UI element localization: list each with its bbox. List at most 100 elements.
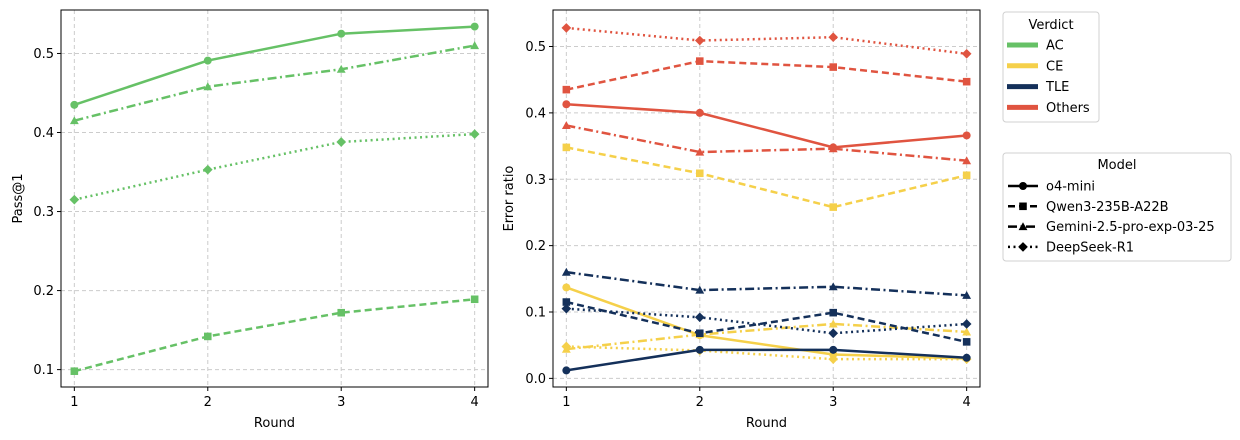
legend-marker-deepseek-r1 <box>1018 242 1028 252</box>
right-data-point <box>562 85 571 94</box>
right-y-tick-label: 0.5 <box>525 40 546 55</box>
right-data-point <box>694 35 705 46</box>
left-series-ac-qwen3-235b-a22b <box>70 295 479 375</box>
left-data-point <box>337 29 346 38</box>
left-series-group <box>69 22 480 375</box>
right-data-point <box>694 312 705 323</box>
right-data-point <box>561 341 572 352</box>
left-series-line <box>74 44 475 122</box>
model-legend: Model o4-mini Qwen3-235B-A22B Gemini-2.5-p… <box>1002 152 1232 262</box>
left-y-tick-label: 0.3 <box>33 205 54 220</box>
right-y-tick-label: 0.2 <box>525 239 546 254</box>
right-series-line <box>566 348 967 372</box>
right-data-point <box>695 345 704 354</box>
left-data-point <box>203 56 212 65</box>
right-series-line <box>566 26 967 56</box>
left-series-ac-o4-mini <box>70 22 479 109</box>
right-data-point <box>829 63 837 71</box>
right-data-point <box>962 290 972 299</box>
right-series-tle-gemini-2-5-pro-exp-03-25 <box>561 267 972 299</box>
left-data-point <box>204 332 212 341</box>
left-x-tick-label: 1 <box>70 395 78 410</box>
left-series-line <box>74 298 475 373</box>
right-data-point <box>695 108 704 117</box>
right-series-line <box>565 286 967 360</box>
verdict-legend: Verdict AC CE TLE Others <box>1002 11 1100 123</box>
verdict-legend-entries: AC CE TLE Others <box>1007 39 1090 116</box>
right-series-others-gemini-2-5-pro-exp-03-25 <box>561 121 972 165</box>
right-y-axis-label: Error ratio <box>502 166 517 232</box>
right-y-tick-label: 0.1 <box>525 305 546 320</box>
model-legend-entries: o4-mini Qwen3-235B-A22B Gemini-2.5-pro-exp… <box>1008 180 1215 255</box>
right-data-point <box>828 32 839 43</box>
left-y-tick-label: 0.2 <box>33 284 54 299</box>
right-data-point <box>562 366 571 375</box>
left-series-ac-gemini-2-5-pro-exp-03-25 <box>69 41 480 125</box>
legend-label-tle: TLE <box>1045 80 1069 95</box>
right-data-point <box>828 328 839 339</box>
left-y-tick-label: 0.1 <box>33 363 54 378</box>
left-y-axis-label: Pass@1 <box>11 173 26 223</box>
right-data-point <box>829 308 837 317</box>
right-grid <box>553 10 980 387</box>
right-series-line <box>566 124 967 162</box>
left-data-point <box>70 367 79 375</box>
right-data-point <box>696 57 704 65</box>
left-data-point <box>70 100 79 109</box>
pass-at-1-chart: 1 2 3 4 0.1 0.2 0.3 0.4 0.5 Round Pass@1 <box>11 9 489 431</box>
right-x-tick-label: 3 <box>829 395 837 410</box>
right-x-tick-label: 1 <box>562 395 570 410</box>
legend-label-o4-mini: o4-mini <box>1046 180 1095 195</box>
right-series-line <box>566 307 967 335</box>
right-series-line <box>566 345 967 361</box>
verdict-legend-box <box>1002 11 1100 123</box>
right-data-point <box>562 298 571 306</box>
right-x-tick-label: 4 <box>963 395 971 410</box>
right-data-point <box>696 169 704 178</box>
legend-label-ce: CE <box>1046 59 1063 74</box>
model-legend-box <box>1002 152 1232 262</box>
right-series-tle-o4-mini <box>562 345 971 375</box>
left-data-point <box>469 129 480 139</box>
right-series-line <box>566 270 967 297</box>
right-series-group <box>561 23 972 375</box>
left-data-point <box>470 41 480 50</box>
right-data-point <box>962 156 972 165</box>
right-data-point <box>561 23 572 33</box>
left-data-point <box>470 22 479 31</box>
model-legend-title: Model <box>1097 158 1136 173</box>
right-data-point <box>561 121 571 130</box>
right-ticks: 1 2 3 4 0.0 0.1 0.2 0.3 0.4 0.5 <box>525 40 970 410</box>
right-data-point <box>695 147 705 156</box>
left-x-tick-label: 3 <box>337 395 345 410</box>
left-x-tick-label: 4 <box>471 395 479 410</box>
left-y-tick-label: 0.5 <box>33 47 54 62</box>
right-data-point <box>829 345 838 354</box>
left-data-point <box>336 64 346 73</box>
left-data-point <box>336 137 347 147</box>
right-data-point <box>962 338 971 346</box>
right-data-point <box>828 354 839 364</box>
right-data-point <box>561 267 571 276</box>
legend-label-ac: AC <box>1046 39 1064 54</box>
error-ratio-chart: 1 2 3 4 0.0 0.1 0.2 0.3 0.4 0.5 Round Error ratio <box>502 9 981 431</box>
right-data-point <box>962 171 971 180</box>
right-data-point <box>961 319 972 329</box>
right-data-point <box>828 282 838 291</box>
right-data-point <box>962 77 971 86</box>
right-series-line <box>566 322 967 351</box>
left-series-ac-deepseek-r1 <box>69 129 480 205</box>
left-data-point <box>69 194 80 205</box>
right-series-tle-deepseek-r1 <box>561 303 972 339</box>
right-series-line <box>566 300 967 344</box>
right-series-tle-qwen3-235b-a22b <box>562 298 971 346</box>
right-x-axis-label: Round <box>746 416 787 431</box>
left-data-point <box>69 116 79 125</box>
left-y-tick-label: 0.4 <box>33 126 54 141</box>
right-y-tick-label: 0.3 <box>525 173 546 188</box>
left-data-point <box>470 295 479 304</box>
left-x-tick-label: 2 <box>204 395 212 410</box>
right-data-point <box>962 353 971 362</box>
right-series-line <box>566 59 967 91</box>
